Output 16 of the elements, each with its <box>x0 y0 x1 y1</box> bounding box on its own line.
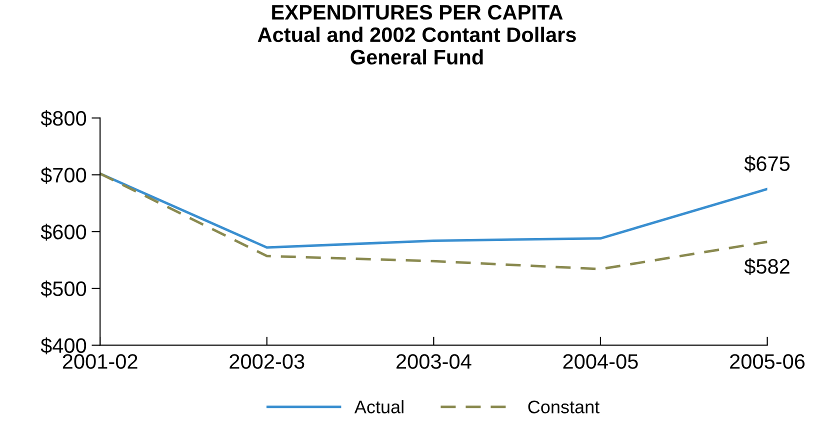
legend-label: Constant <box>528 400 600 414</box>
y-tick-label: $500 <box>40 280 86 298</box>
chart-title: EXPENDITURES PER CAPITA Actual and 2002 Contant Dollars General Fund <box>258 4 576 65</box>
data-label: $582 <box>744 258 790 276</box>
x-tick-label: 2002-03 <box>230 354 304 369</box>
x-tick-label: 2005-06 <box>730 354 805 369</box>
legend-label: Actual <box>354 400 404 414</box>
x-tick-label: 2004-05 <box>563 354 638 369</box>
data-label: $675 <box>744 155 790 172</box>
y-tick-label: $700 <box>40 166 86 184</box>
y-tick-label: $400 <box>40 337 86 354</box>
y-tick-label: $600 <box>40 224 86 241</box>
x-tick-label: 2001-02 <box>62 354 138 369</box>
line-series <box>100 172 768 249</box>
y-tick-label: $800 <box>40 110 86 127</box>
x-tick-label: 2003-04 <box>396 354 472 369</box>
